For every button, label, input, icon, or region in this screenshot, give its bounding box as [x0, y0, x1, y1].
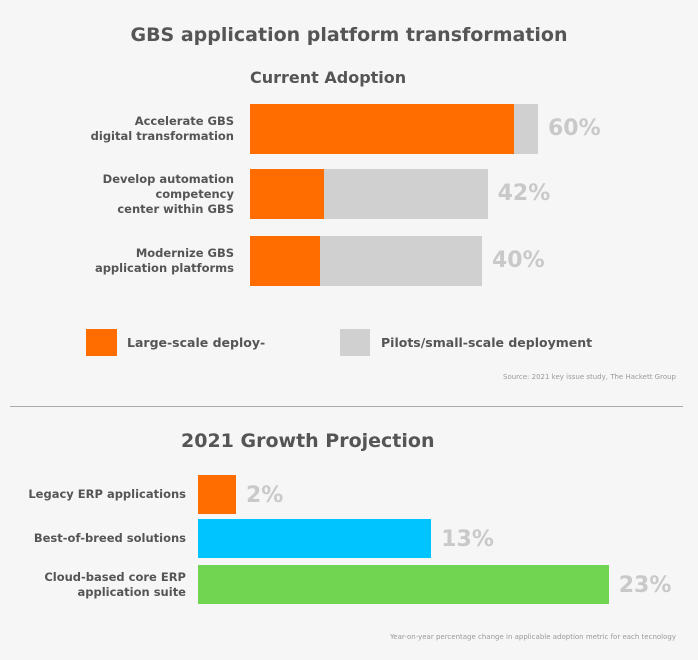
- value-label: 40%: [492, 248, 545, 273]
- value-label: 2%: [246, 483, 284, 508]
- bar: [198, 519, 432, 558]
- bar: [198, 565, 609, 604]
- legend-label-pilots: Pilots/small-scale deployment: [381, 335, 593, 350]
- value-label: 23%: [618, 573, 672, 598]
- section-divider: [10, 406, 683, 407]
- bar-large-scale: [250, 104, 514, 154]
- legend-label-large-scale: Large-scale deploy-: [127, 335, 266, 350]
- bar-large-scale: [250, 236, 320, 286]
- adoption-chart-title: Current Adoption: [250, 68, 407, 87]
- value-label: 42%: [497, 181, 551, 206]
- legend-swatch-pilots: [340, 329, 370, 356]
- bar-large-scale: [250, 169, 324, 219]
- value-label: 60%: [548, 116, 601, 141]
- bar: [198, 475, 236, 514]
- bar-pilots: [323, 169, 488, 219]
- page-title: GBS application platform transformation: [130, 24, 568, 46]
- value-label: 13%: [441, 527, 494, 552]
- category-label: Legacy ERP applications: [28, 487, 186, 501]
- source-note: Source: 2021 key issue study, The Hacket…: [503, 373, 676, 381]
- growth-chart-title: 2021 Growth Projection: [181, 430, 435, 452]
- category-label: Develop automation competency center withi…: [102, 171, 234, 216]
- category-label: Accelerate GBS digital transformation: [90, 114, 234, 143]
- category-label: Best-of-breed solutions: [33, 531, 186, 545]
- bar-pilots: [319, 236, 482, 286]
- category-label: Cloud-based core ERP application suite: [44, 569, 186, 599]
- footnote: Year-on-year percentage change in applic…: [389, 633, 676, 641]
- category-label: Modernize GBS application platforms: [94, 246, 234, 275]
- legend-swatch-large-scale: [86, 329, 117, 356]
- bar-pilots: [514, 104, 538, 154]
